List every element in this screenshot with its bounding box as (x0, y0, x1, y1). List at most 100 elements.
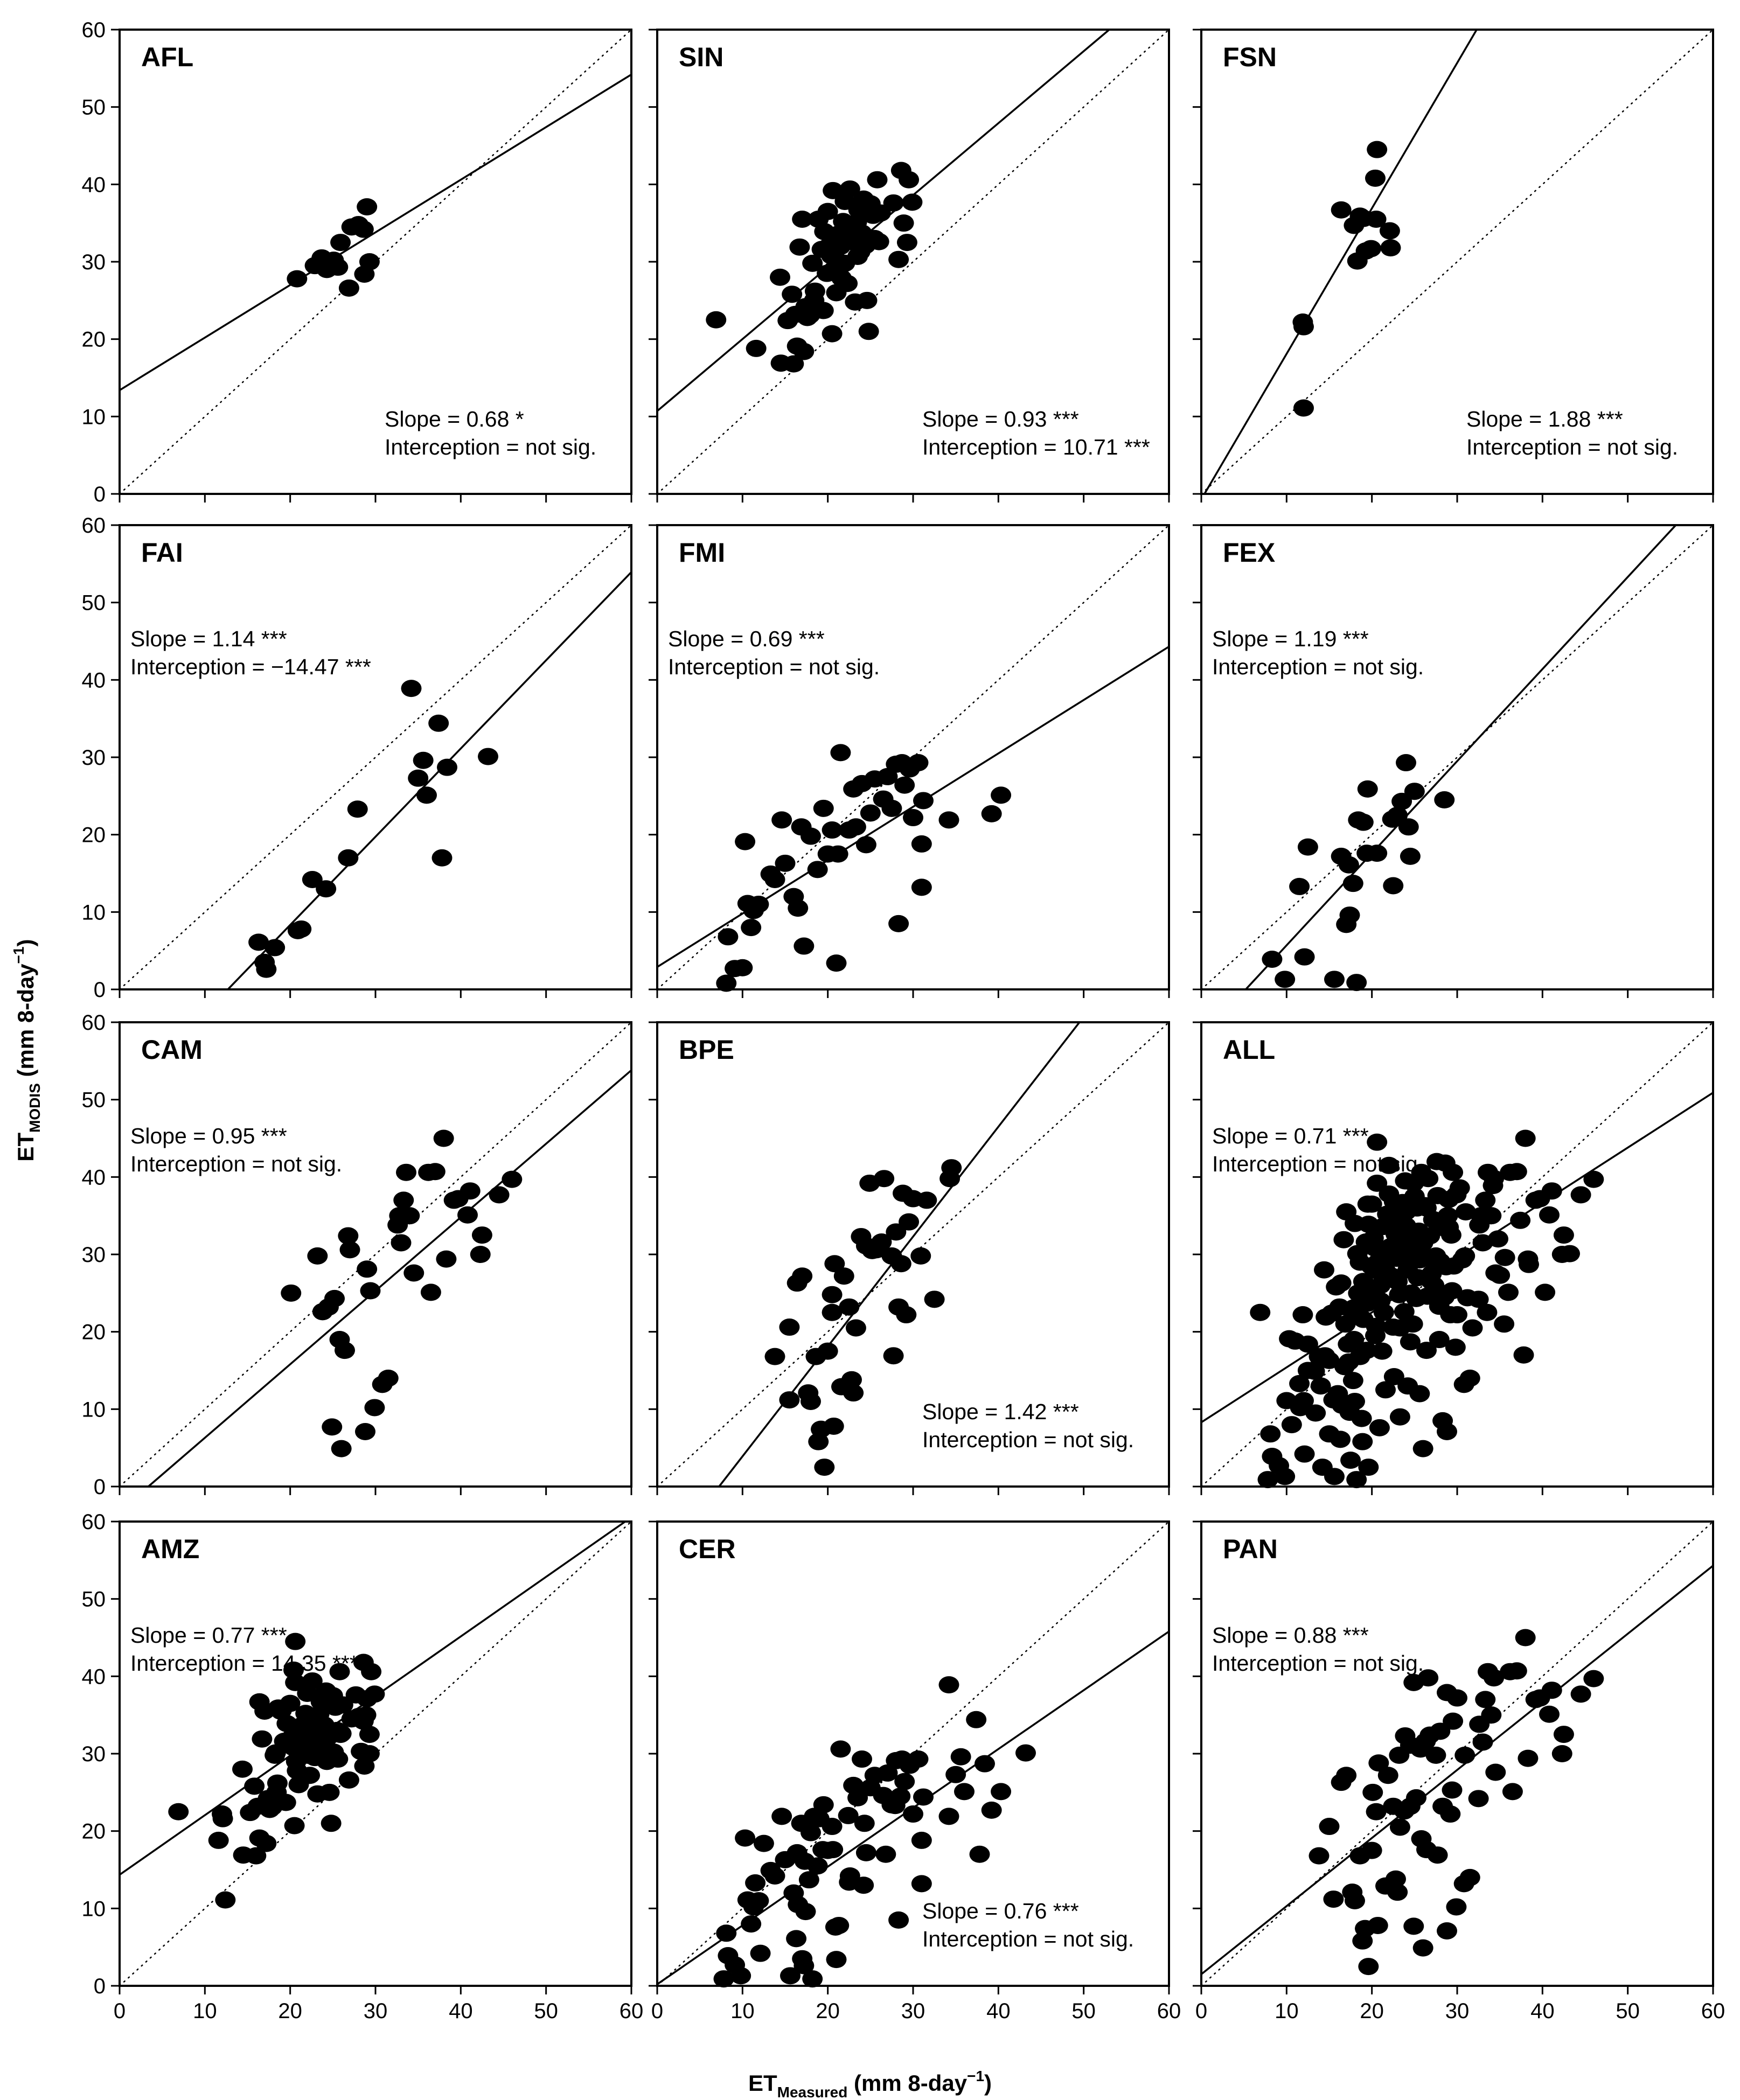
data-point-cam (396, 1163, 416, 1181)
data-point-amz (331, 1725, 352, 1742)
data-point-pan (1472, 1733, 1493, 1751)
data-point-sin (896, 234, 917, 252)
panel-title-fsn: FSN (1223, 42, 1277, 72)
regression-line-fsn (1203, 29, 1478, 494)
data-point-all (1297, 1335, 1318, 1353)
interception-annotation-pan: Interception = not sig. (1212, 1651, 1424, 1676)
data-point-sin (893, 214, 914, 232)
data-point-all (1346, 1471, 1367, 1489)
data-point-all (1292, 1306, 1313, 1324)
data-point-all (1335, 1315, 1356, 1333)
data-point-pan (1553, 1726, 1574, 1743)
data-point-afl (353, 220, 374, 238)
data-point-pan (1446, 1898, 1467, 1916)
data-point-cer (838, 1806, 859, 1824)
x-axis-title-close: ) (984, 2070, 992, 2096)
data-point-cam (364, 1399, 385, 1417)
slope-annotation-amz: Slope = 0.77 *** (130, 1623, 287, 1648)
data-point-sin (783, 355, 804, 373)
data-point-cam (378, 1369, 399, 1387)
data-point-cer (771, 1808, 792, 1825)
data-point-fsn (1361, 240, 1382, 257)
one-to-one-line-fsn (1200, 29, 1714, 495)
interception-annotation-fex: Interception = not sig. (1212, 654, 1424, 679)
data-point-pan (1518, 1749, 1539, 1767)
data-point-all (1257, 1471, 1278, 1489)
data-point-cer (807, 1857, 828, 1875)
data-point-all (1305, 1404, 1326, 1422)
data-point-cer (780, 1967, 801, 1985)
data-point-bpe (941, 1159, 962, 1177)
panel-title-fai: FAI (141, 538, 183, 568)
data-point-pan (1443, 1712, 1464, 1730)
data-point-pan (1541, 1682, 1562, 1699)
y-tick-label-fai: 30 (82, 746, 106, 770)
data-point-amz (285, 1673, 306, 1691)
slope-annotation-fex: Slope = 1.19 *** (1212, 626, 1369, 651)
data-point-all (1426, 1153, 1447, 1170)
data-point-all (1344, 1331, 1365, 1349)
data-point-fex (1275, 971, 1296, 988)
panel-sin: SIN Slope = 0.93 *** Interception = 10.71 … (649, 29, 1170, 503)
y-tick-label-cam: 60 (82, 1011, 106, 1035)
y-tick-label-fai: 50 (82, 591, 106, 615)
data-point-pan (1475, 1691, 1496, 1708)
data-point-amz (168, 1803, 189, 1820)
data-point-amz (359, 1745, 380, 1762)
panel-title-cam: CAM (141, 1035, 203, 1065)
frame-pan (1200, 1520, 1714, 1987)
data-point-amz (361, 1663, 382, 1680)
data-point-all (1345, 1392, 1365, 1410)
data-point-fex (1339, 906, 1360, 924)
data-point-cer (950, 1748, 971, 1766)
data-point-fmi (981, 805, 1002, 822)
data-point-cer (802, 1970, 823, 1988)
data-point-fex (1324, 971, 1345, 988)
data-point-all (1506, 1163, 1527, 1181)
data-point-amz (256, 1834, 277, 1852)
data-point-fai (408, 769, 429, 787)
data-point-amz (246, 1847, 267, 1865)
y-tick-label-fai: 0 (94, 978, 106, 1002)
interception-annotation-cam: Interception = not sig. (130, 1152, 342, 1176)
data-point-all (1409, 1385, 1430, 1403)
frame-afl (119, 29, 632, 495)
data-point-fmi (718, 928, 739, 946)
data-point-all (1416, 1199, 1437, 1217)
data-point-all (1319, 1351, 1340, 1369)
data-point-pan (1447, 1689, 1467, 1707)
data-point-fex (1357, 780, 1378, 798)
data-point-amz (332, 1696, 353, 1714)
data-point-fai (338, 849, 359, 867)
data-point-fex (1289, 877, 1310, 895)
data-point-amz (244, 1777, 265, 1795)
data-point-all (1379, 1156, 1400, 1174)
data-point-cam (360, 1282, 381, 1300)
y-tick-label-amz: 50 (82, 1588, 106, 1611)
data-point-pan (1437, 1922, 1457, 1939)
data-point-all (1490, 1266, 1511, 1284)
data-point-fsn (1293, 318, 1314, 336)
data-point-amz (300, 1767, 321, 1784)
data-point-sin (867, 171, 888, 189)
data-point-cer (826, 1951, 847, 1969)
data-point-all (1365, 1327, 1386, 1344)
data-point-cer (945, 1766, 966, 1783)
y-tick-label-cam: 50 (82, 1089, 106, 1112)
panels-group: 0 10 20 30 40 50 60 AFL Slope = 0.68 * Intercepti… (82, 18, 1725, 2023)
data-point-all (1418, 1250, 1439, 1267)
data-point-bpe (883, 1347, 904, 1365)
interception-annotation-afl: Interception = not sig. (385, 435, 596, 459)
data-point-cam (471, 1226, 492, 1244)
data-point-amz (252, 1730, 273, 1748)
x-tick-label-pan: 10 (1275, 1999, 1299, 2023)
data-point-fmi (908, 754, 929, 772)
x-tick-label-cer: 40 (986, 1999, 1011, 2023)
data-point-amz (302, 1672, 323, 1690)
slope-annotation-afl: Slope = 0.68 * (385, 407, 524, 431)
data-point-cer (713, 1970, 734, 1988)
data-point-fmi (732, 959, 753, 976)
data-point-all (1438, 1218, 1459, 1236)
data-point-all (1342, 1372, 1363, 1390)
data-point-pan (1319, 1818, 1340, 1836)
